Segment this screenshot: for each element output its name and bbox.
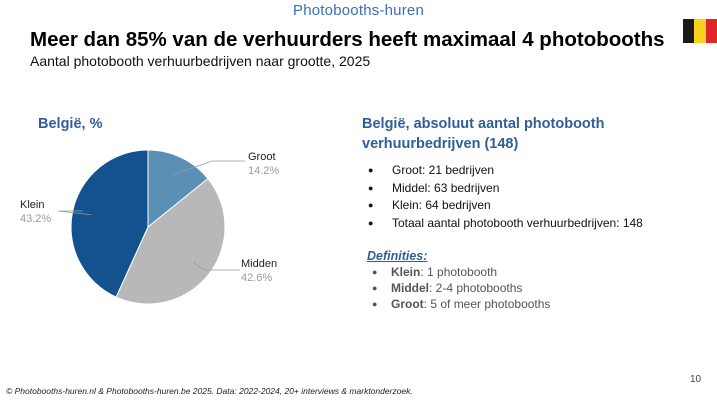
definition-term: Klein: [391, 265, 421, 279]
definition-text: : 2-4 photobooths: [429, 281, 523, 295]
fact-item: Klein: 64 bedrijven: [362, 197, 643, 215]
slice-label-klein: Klein: [20, 199, 44, 211]
pie-slice-groot: [147, 149, 209, 229]
chart-title: België, %: [38, 116, 103, 132]
fact-item: Groot: 21 bedrijven: [362, 162, 643, 180]
slice-label-midden: Midden: [241, 258, 277, 270]
leader-line-midden: [193, 262, 240, 271]
brand-logo: Photobooths-huren: [293, 2, 424, 19]
belgian-flag-icon: [683, 19, 717, 43]
definition-text: : 5 of meer photobooths: [423, 297, 551, 311]
slide-title: Meer dan 85% van de verhuurders heeft ma…: [30, 28, 665, 51]
flag-stripe-black: [683, 19, 695, 43]
facts-list: Groot: 21 bedrijven Middel: 63 bedrijven…: [362, 162, 643, 232]
slice-value-klein: 43.2%: [20, 213, 51, 225]
pie-slice-midden: [115, 177, 226, 305]
definitions-title: Definities:: [367, 249, 428, 263]
fact-item: Middel: 63 bedrijven: [362, 180, 643, 198]
slice-label-groot: Groot: [248, 151, 276, 163]
fact-item: Totaal aantal photobooth verhuurbedrijve…: [362, 215, 643, 233]
leader-line-groot: [172, 160, 245, 176]
definitions-list: Klein: 1 photobooth Middel: 2-4 photoboo…: [370, 264, 550, 312]
flag-stripe-yellow: [694, 19, 706, 43]
slide-subtitle: Aantal photobooth verhuurbedrijven naar …: [30, 53, 371, 69]
slice-value-groot: 14.2%: [248, 165, 279, 177]
definition-item: Middel: 2-4 photobooths: [370, 280, 550, 296]
flag-stripe-red: [705, 19, 717, 43]
panel-title: België, absoluut aantal photobooth verhu…: [362, 116, 605, 152]
page-number: 10: [690, 374, 702, 385]
leader-line-klein: [57, 210, 92, 216]
definition-term: Middel: [391, 281, 429, 295]
definition-item: Groot: 5 of meer photobooths: [370, 296, 550, 312]
definition-text: : 1 photobooth: [420, 265, 498, 279]
slice-value-midden: 42.6%: [241, 272, 272, 284]
footer-source: © Photobooths-huren.nl & Photobooths-hur…: [6, 386, 413, 396]
definition-term: Groot: [391, 297, 424, 311]
definition-item: Klein: 1 photobooth: [370, 264, 550, 280]
